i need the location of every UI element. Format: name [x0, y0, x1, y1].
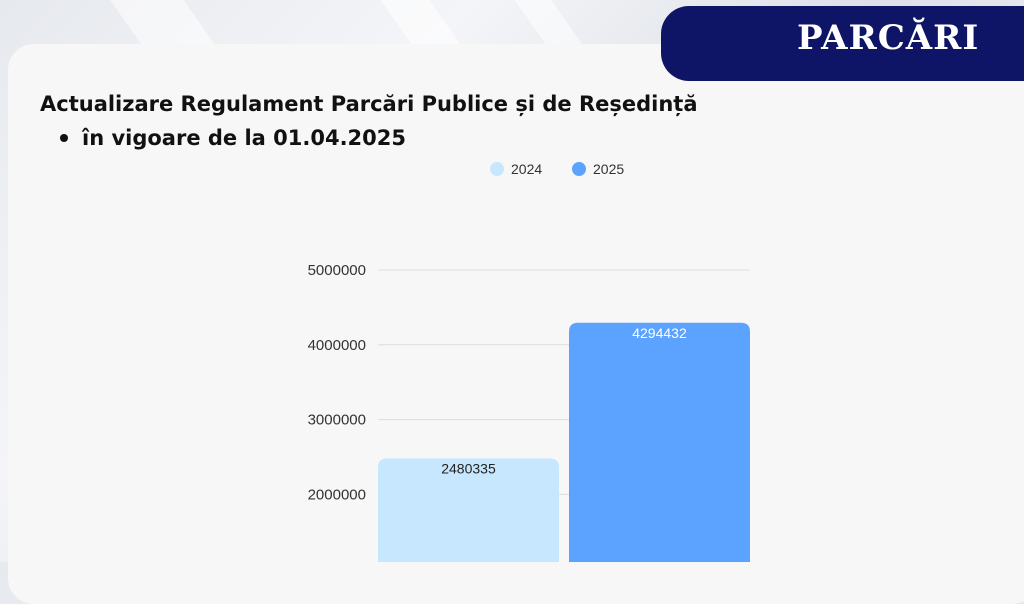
legend-label-2025: 2025: [593, 161, 624, 177]
legend-swatch-2025: [572, 162, 586, 176]
legend-label-2024: 2024: [511, 161, 542, 177]
bullet-dot-icon: [60, 134, 68, 142]
y-tick-label: 3000000: [308, 412, 366, 429]
y-tick-label: 2000000: [308, 486, 366, 503]
data-label-2024: 2480335: [441, 460, 496, 476]
effective-date-text: în vigoare de la 01.04.2025: [82, 126, 407, 150]
category-tag: [661, 6, 1024, 81]
bar-2025: [569, 322, 750, 562]
legend-swatch-2024: [490, 162, 504, 176]
bar-chart: 1000000200000030000004000000500000024803…: [308, 161, 750, 562]
bar-2024: [378, 458, 559, 562]
category-tag-label: PARCĂRI: [797, 18, 980, 58]
effective-date-bullet: în vigoare de la 01.04.2025: [60, 126, 406, 150]
y-tick-label: 4000000: [308, 337, 366, 354]
data-label-2025: 4294432: [632, 325, 687, 341]
y-tick-label: 5000000: [308, 262, 366, 279]
page-title: Actualizare Regulament Parcări Publice ș…: [40, 92, 698, 116]
